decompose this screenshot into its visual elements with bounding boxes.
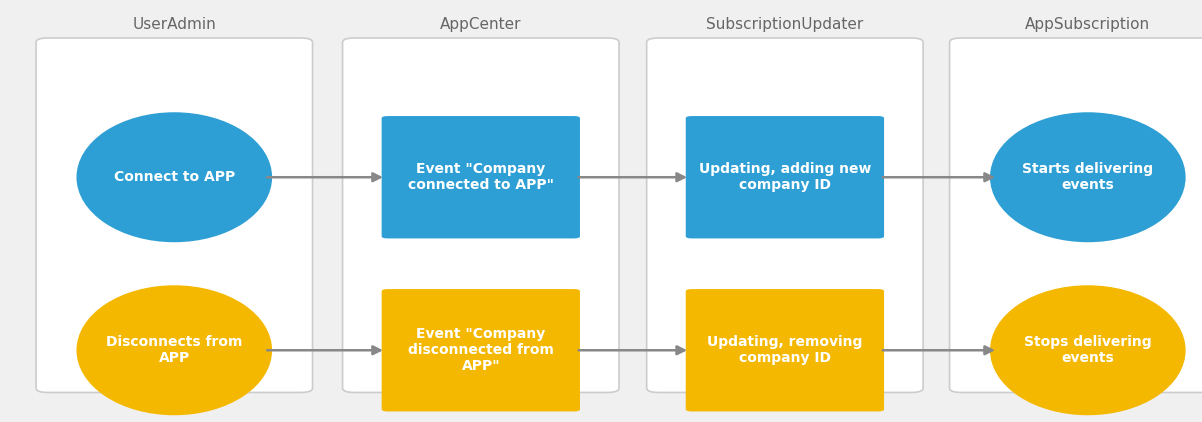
FancyBboxPatch shape [647,38,923,392]
Ellipse shape [990,285,1185,415]
FancyBboxPatch shape [381,116,579,238]
FancyBboxPatch shape [685,116,885,238]
Text: Disconnects from
APP: Disconnects from APP [106,335,243,365]
Text: Event "Company
disconnected from
APP": Event "Company disconnected from APP" [407,327,554,373]
Text: Stops delivering
events: Stops delivering events [1024,335,1152,365]
Text: Event "Company
connected to APP": Event "Company connected to APP" [407,162,554,192]
Text: Updating, adding new
company ID: Updating, adding new company ID [698,162,871,192]
Text: AppSubscription: AppSubscription [1025,16,1150,32]
FancyBboxPatch shape [36,38,313,392]
Text: Starts delivering
events: Starts delivering events [1022,162,1154,192]
Text: Updating, removing
company ID: Updating, removing company ID [707,335,863,365]
Text: SubscriptionUpdater: SubscriptionUpdater [707,16,863,32]
FancyBboxPatch shape [950,38,1202,392]
FancyBboxPatch shape [381,289,579,411]
Ellipse shape [77,285,272,415]
FancyBboxPatch shape [685,289,885,411]
Text: Connect to APP: Connect to APP [114,170,234,184]
Ellipse shape [77,112,272,242]
Ellipse shape [990,112,1185,242]
Text: AppCenter: AppCenter [440,16,522,32]
FancyBboxPatch shape [343,38,619,392]
Text: UserAdmin: UserAdmin [132,16,216,32]
